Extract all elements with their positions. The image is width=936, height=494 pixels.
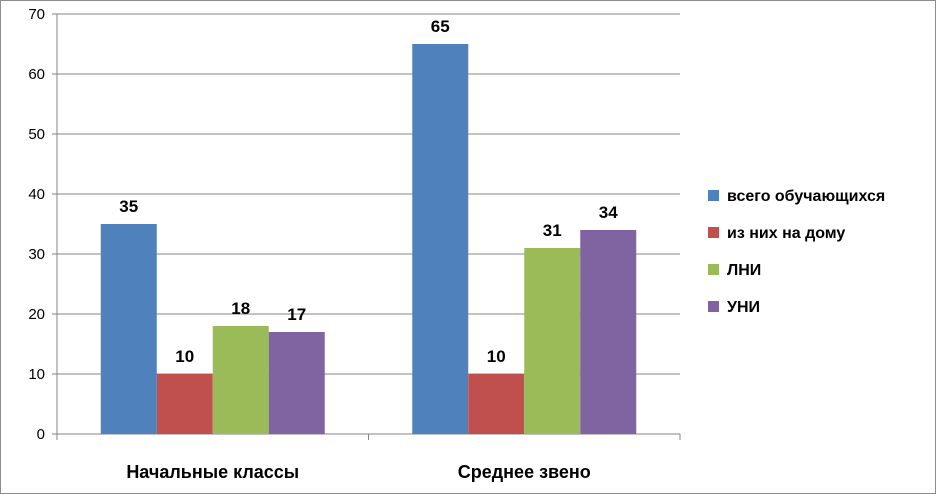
legend: всего обучающихся из них на дому ЛНИ УНИ (708, 188, 885, 316)
y-tick-label: 10 (28, 366, 45, 383)
bar (468, 374, 525, 434)
data-label: 10 (175, 347, 194, 366)
bar (212, 326, 269, 434)
bars (100, 44, 637, 434)
x-axis: Начальные классы Среднее звено (56, 433, 681, 482)
data-label: 17 (287, 305, 306, 324)
bar (412, 44, 469, 434)
y-tick-label: 40 (28, 186, 45, 203)
bar (156, 374, 213, 434)
data-label: 35 (119, 197, 138, 216)
data-label: 10 (487, 347, 506, 366)
y-tick-label: 0 (37, 426, 45, 443)
y-axis: 0 10 20 30 40 50 60 70 (28, 6, 58, 443)
y-tick-label: 60 (28, 66, 45, 83)
legend-swatch (708, 264, 719, 275)
legend-swatch (708, 190, 719, 201)
legend-label: УНИ (727, 299, 760, 316)
legend-label: ЛНИ (727, 262, 761, 279)
legend-label: из них на дому (727, 225, 845, 242)
bar (524, 248, 581, 434)
y-tick-label: 50 (28, 126, 45, 143)
data-label: 18 (231, 299, 250, 318)
legend-swatch (708, 301, 719, 312)
y-tick-label: 30 (28, 246, 45, 263)
bar (268, 332, 325, 434)
x-category-label: Начальные классы (126, 462, 299, 482)
data-label: 34 (599, 203, 618, 222)
data-label: 31 (543, 221, 562, 240)
y-tick-label: 70 (28, 6, 45, 23)
bar (580, 230, 637, 434)
data-labels: 35 65 10 10 18 31 17 34 (119, 17, 618, 366)
legend-label: всего обучающихся (727, 188, 885, 205)
bar (100, 224, 157, 434)
legend-swatch (708, 227, 719, 238)
data-label: 65 (431, 17, 450, 36)
x-category-label: Среднее звено (458, 462, 591, 482)
y-tick-label: 20 (28, 306, 45, 323)
